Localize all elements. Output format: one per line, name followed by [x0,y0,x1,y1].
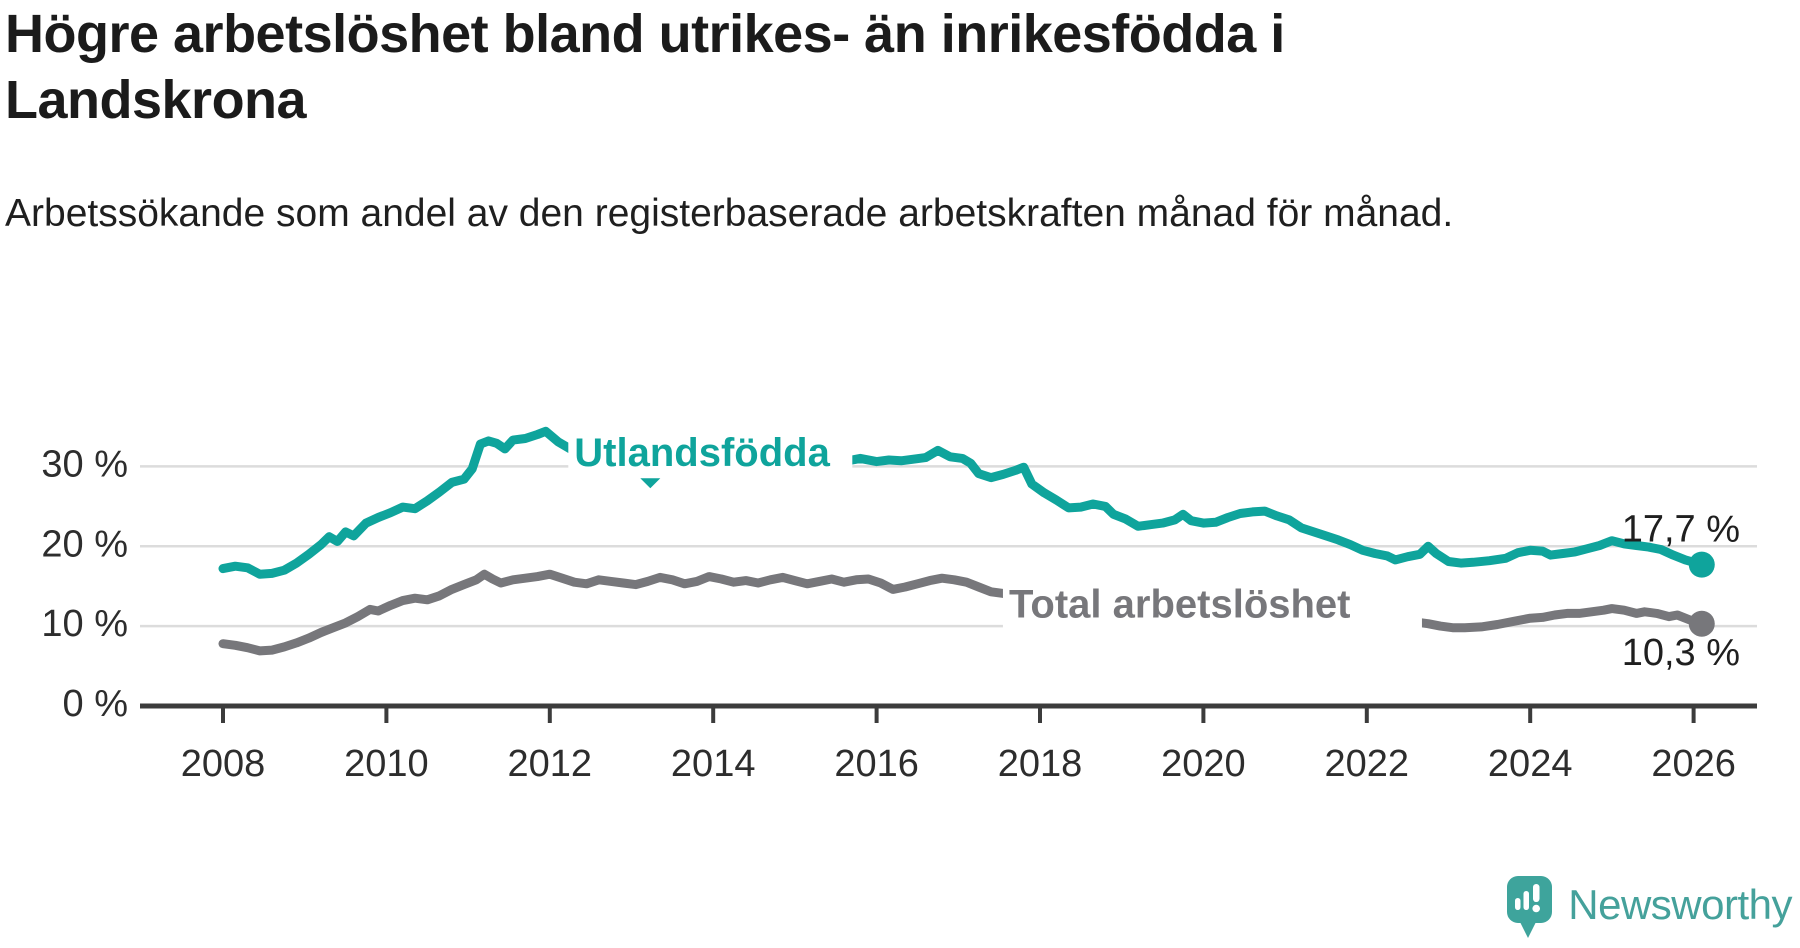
x-axis-label: 2010 [344,743,429,785]
series-line-utlandsfodda [218,426,1707,579]
y-axis-label: 30 % [41,443,128,485]
series-label-mask [568,430,853,481]
end-value-label-utlandsfodda: 17,7 % [1622,509,1740,551]
x-axis-label: 2024 [1488,743,1573,785]
x-axis-label: 2012 [508,743,593,785]
newsworthy-logo-icon [1507,876,1553,938]
series-label-mask [1002,581,1422,632]
x-axis-label: 2016 [834,743,919,785]
x-axis-label: 2020 [1161,743,1246,785]
end-value-label-total: 10,3 % [1622,632,1740,674]
chart-title: Högre arbetslöshet bland utrikes- än inr… [5,4,1285,130]
y-axis-label: 0 % [63,683,128,725]
chart-subtitle: Arbetssökande som andel av den registerb… [5,192,1454,235]
x-axis-label: 2022 [1325,743,1410,785]
series-label-total: Total arbetslöshet [1009,583,1351,627]
label-pointer [640,478,661,489]
x-axis-label: 2014 [671,743,756,785]
endpoint-dot-total [1688,610,1715,637]
series-line-total [218,569,1707,656]
newsworthy-logo-text: Newsworthy [1568,881,1792,928]
y-axis-label: 20 % [41,523,128,565]
y-axis-label: 10 % [41,603,128,645]
x-axis-label: 2008 [181,743,266,785]
x-axis-label: 2026 [1651,743,1736,785]
x-axis-label: 2018 [998,743,1083,785]
series-label-utlandsfodda: Utlandsfödda [574,431,830,475]
endpoint-dot-utlandsfodda [1688,551,1715,578]
newsworthy-logo: Newsworthy [1506,872,1792,938]
